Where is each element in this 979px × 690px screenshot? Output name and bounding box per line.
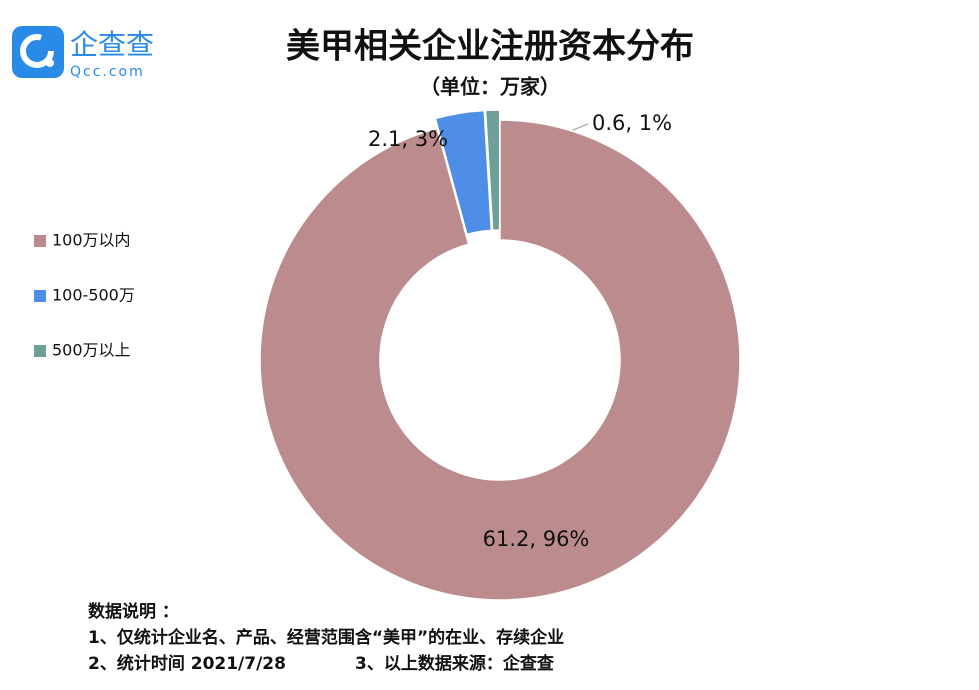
logo-dot (46, 59, 54, 67)
legend-label: 500万以上 (52, 341, 131, 360)
note: 2、统计时间 2021/7/28 (88, 653, 286, 674)
chart-subtitle: （单位：万家） (420, 75, 560, 99)
data-label: 61.2, 96% (483, 527, 590, 551)
legend-label: 100万以内 (52, 231, 131, 250)
notes-heading: 数据说明 ： (88, 601, 179, 622)
legend-marker (34, 290, 46, 302)
data-label: 0.6, 1% (592, 111, 672, 135)
logo: 企查查 Qcc.com (12, 26, 154, 80)
logo-icon (12, 26, 64, 78)
logo-name: 企查查 (70, 28, 154, 61)
donut-slice (434, 109, 493, 236)
legend-label: 100-500万 (52, 286, 135, 305)
note: 3、以上数据来源：企查查 (355, 653, 555, 674)
logo-domain: Qcc.com (70, 64, 145, 80)
chart-title: 美甲相关企业注册资本分布 (286, 27, 694, 67)
legend-marker (34, 235, 46, 247)
donut-slice (484, 109, 501, 232)
logo-ring (20, 34, 54, 68)
legend-marker (34, 345, 46, 357)
donut-slice (259, 119, 741, 601)
note: 1、仅统计企业名、产品、经营范围含“美甲”的在业、存续企业 (88, 627, 564, 648)
data-label: 2.1, 3% (368, 127, 448, 151)
